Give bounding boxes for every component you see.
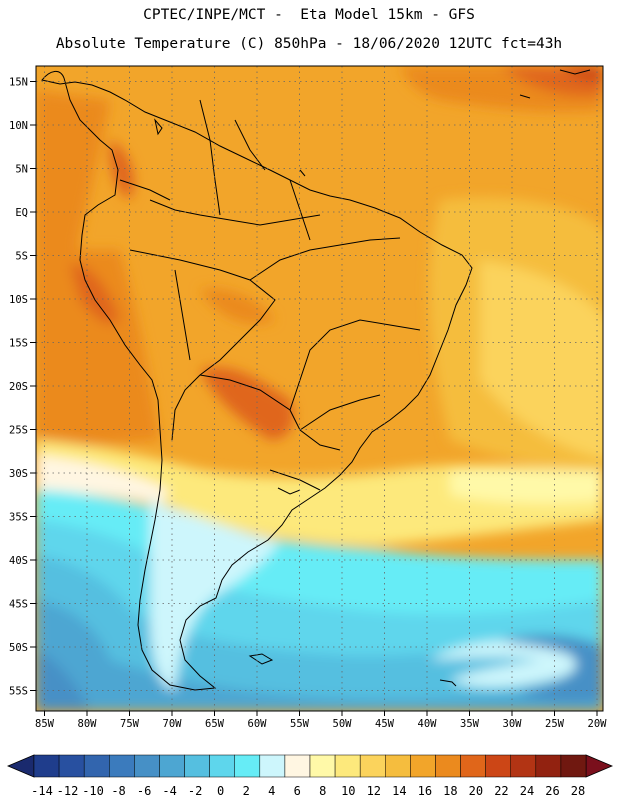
lon-label: 30W — [503, 718, 523, 730]
colorbar-swatch — [159, 754, 185, 778]
lon-label: 25W — [545, 718, 565, 730]
colorbar-swatch — [435, 754, 461, 778]
lat-label: 50S — [9, 642, 28, 654]
lon-label: 80W — [78, 718, 98, 730]
lat-label: 20S — [9, 381, 28, 393]
colorbar-swatch — [359, 754, 386, 778]
colorbar-swatch — [284, 754, 311, 778]
lat-label: 35S — [9, 512, 28, 524]
colorbar-swatch — [385, 754, 411, 778]
lon-label: 40W — [418, 718, 438, 730]
colorbar-swatch — [134, 754, 160, 778]
lat-label: 30S — [9, 468, 28, 480]
colorbar-label: 8 — [319, 784, 326, 798]
lat-label: 15S — [9, 338, 28, 350]
lat-label: 5N — [15, 164, 28, 176]
colorbar-swatch — [184, 754, 210, 778]
map-frame — [35, 65, 604, 712]
lon-label: 50W — [333, 718, 353, 730]
colorbar-swatch — [510, 754, 537, 778]
colorbar-label: -10 — [82, 784, 104, 798]
temperature-field — [36, 66, 603, 711]
colorbar-label: 28 — [571, 784, 585, 798]
colorbar-label: 6 — [294, 784, 301, 798]
colorbar-label: 2 — [243, 784, 250, 798]
lon-label: 20W — [588, 718, 608, 730]
colorbar-label: -8 — [111, 784, 125, 798]
lat-label: 55S — [9, 686, 28, 698]
lon-label: 35W — [460, 718, 480, 730]
lon-label: 60W — [248, 718, 268, 730]
colorbar-under-arrow — [6, 754, 35, 778]
colorbar-label: 24 — [520, 784, 534, 798]
coastline-borders — [41, 69, 591, 691]
colorbar-swatch — [209, 754, 235, 778]
colorbar-label: 22 — [494, 784, 508, 798]
colorbar-label: 20 — [469, 784, 483, 798]
lon-label: 70W — [163, 718, 183, 730]
colorbar-swatch — [485, 754, 511, 778]
colorbar-label: -4 — [162, 784, 176, 798]
colorbar-swatch — [460, 754, 486, 778]
colorbar: -14 -12 -10 -8 -6 -4 -2 0 2 4 6 8 10 12 14 16 18 20 22 24 26… — [6, 754, 614, 798]
lat-label: 10S — [9, 294, 28, 306]
colorbar-swatch — [83, 754, 110, 778]
graticule — [36, 66, 603, 711]
colorbar-label: 16 — [418, 784, 432, 798]
colorbar-swatch — [410, 754, 436, 778]
colorbar-label: 4 — [268, 784, 275, 798]
lat-label: 15N — [9, 77, 28, 89]
colorbar-label: 10 — [341, 784, 355, 798]
lon-label: 75W — [120, 718, 140, 730]
lon-label: 65W — [205, 718, 225, 730]
lat-label: 10N — [9, 120, 28, 132]
colorbar-swatch — [109, 754, 135, 778]
lon-label: 85W — [35, 718, 55, 730]
colorbar-label: 0 — [217, 784, 224, 798]
colorbar-label: -12 — [57, 784, 79, 798]
lat-label: EQ — [15, 207, 28, 219]
colorbar-swatch — [259, 754, 286, 778]
lat-label: 5S — [15, 251, 28, 263]
colorbar-swatch — [334, 754, 361, 778]
colorbar-label: -14 — [31, 784, 53, 798]
axis-ticks — [30, 81, 598, 716]
colorbar-swatch — [560, 754, 587, 778]
colorbar-label: -6 — [137, 784, 151, 798]
colorbar-swatch — [309, 754, 336, 778]
lon-label: 45W — [375, 718, 395, 730]
colorbar-label: -2 — [188, 784, 202, 798]
colorbar-swatch — [535, 754, 562, 778]
lat-label: 25S — [9, 425, 28, 437]
colorbar-over-arrow — [585, 754, 614, 778]
map-title-line2: Absolute Temperature (C) 850hPa - 18/06/… — [55, 36, 563, 52]
colorbar-label: 26 — [545, 784, 559, 798]
colorbar-swatch — [58, 754, 85, 778]
colorbar-label: 14 — [392, 784, 406, 798]
colorbar-label: 18 — [443, 784, 457, 798]
colorbar-swatch — [33, 754, 60, 778]
lon-label: 55W — [290, 718, 310, 730]
colorbar-label: 12 — [367, 784, 381, 798]
lat-label: 45S — [9, 599, 28, 611]
colorbar-swatch — [234, 754, 261, 778]
lat-label: 40S — [9, 555, 28, 567]
map-title-line1: CPTEC/INPE/MCT - Eta Model 15km - GFS — [143, 7, 475, 23]
